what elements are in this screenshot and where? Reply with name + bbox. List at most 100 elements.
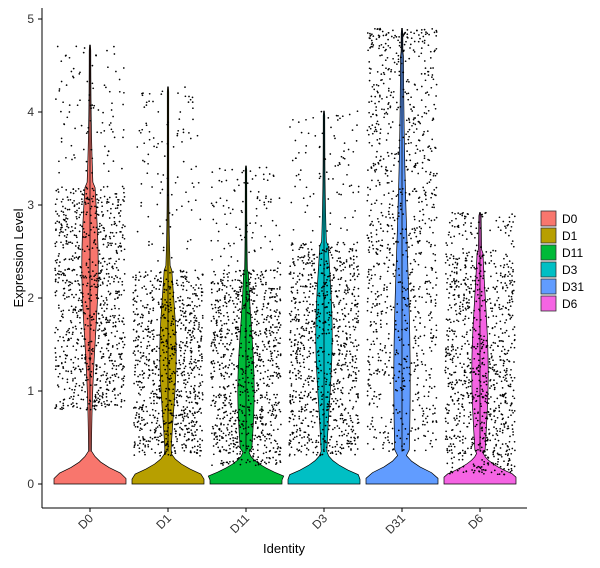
jitter-point [354, 385, 356, 388]
jitter-point [323, 274, 326, 276]
jitter-point [194, 269, 197, 272]
jitter-point [328, 415, 331, 417]
jitter-point [369, 348, 371, 351]
jitter-point [90, 148, 93, 151]
jitter-point [265, 329, 268, 332]
jitter-point [380, 43, 383, 46]
jitter-point [176, 324, 179, 327]
jitter-point [277, 428, 279, 431]
jitter-point [67, 337, 70, 340]
jitter-point [226, 342, 228, 345]
jitter-point [86, 284, 88, 287]
jitter-point [318, 253, 321, 255]
jitter-point [173, 345, 176, 348]
jitter-point [387, 337, 390, 340]
jitter-point [77, 358, 80, 360]
jitter-point [246, 230, 248, 233]
jitter-point [213, 438, 216, 440]
jitter-point [186, 381, 189, 384]
jitter-point [113, 387, 116, 390]
jitter-point [118, 78, 121, 81]
jitter-point [189, 329, 192, 332]
jitter-point [156, 364, 158, 367]
jitter-point [259, 330, 261, 332]
jitter-point [305, 329, 308, 332]
jitter-point [414, 439, 416, 441]
jitter-point [160, 375, 163, 377]
jitter-point [86, 307, 89, 310]
jitter-point [239, 384, 242, 386]
jitter-point [138, 416, 140, 419]
jitter-point [327, 391, 329, 393]
jitter-point [249, 276, 252, 279]
jitter-point [429, 346, 431, 349]
jitter-point [354, 355, 357, 357]
jitter-point [185, 391, 188, 393]
jitter-point [183, 449, 186, 452]
jitter-point [162, 420, 165, 422]
jitter-point [185, 191, 187, 194]
jitter-point [111, 276, 113, 278]
jitter-point [414, 123, 417, 126]
jitter-point [261, 406, 263, 408]
jitter-point [402, 388, 405, 391]
jitter-point [88, 276, 91, 279]
jitter-point [405, 329, 408, 332]
jitter-point [196, 411, 199, 414]
jitter-point [424, 67, 427, 69]
jitter-point [421, 363, 424, 366]
jitter-point [406, 322, 409, 325]
jitter-point [307, 255, 310, 257]
jitter-point [264, 396, 266, 399]
jitter-point [321, 398, 323, 401]
jitter-point [142, 314, 144, 317]
jitter-point [278, 234, 281, 237]
jitter-point [297, 313, 300, 316]
jitter-point [401, 187, 404, 190]
jitter-point [174, 351, 176, 354]
jitter-point [143, 362, 146, 365]
jitter-point [299, 336, 302, 339]
jitter-point [368, 111, 370, 114]
jitter-point [389, 105, 392, 108]
jitter-point [104, 363, 106, 365]
jitter-point [261, 313, 264, 316]
jitter-point [176, 370, 178, 373]
jitter-point [143, 276, 146, 279]
jitter-point [298, 441, 301, 444]
jitter-point [82, 51, 85, 54]
jitter-point [159, 379, 161, 382]
jitter-point [150, 402, 153, 405]
jitter-point [74, 252, 77, 254]
jitter-point [104, 302, 106, 304]
jitter-point [184, 329, 187, 331]
jitter-point [380, 73, 383, 75]
jitter-point [235, 379, 238, 382]
jitter-point [57, 385, 60, 388]
jitter-point [110, 207, 112, 210]
jitter-point [81, 301, 83, 303]
jitter-point [320, 403, 323, 405]
jitter-point [400, 208, 402, 211]
jitter-point [381, 214, 384, 217]
jitter-point [350, 309, 352, 312]
jitter-point [406, 297, 409, 300]
jitter-point [367, 169, 369, 171]
jitter-point [349, 333, 352, 336]
jitter-point [235, 427, 238, 430]
jitter-point [80, 266, 82, 269]
jitter-point [200, 353, 203, 355]
jitter-point [248, 312, 251, 315]
jitter-point [186, 431, 189, 434]
jitter-point [105, 347, 108, 350]
jitter-point [123, 191, 125, 194]
jitter-point [274, 269, 276, 272]
jitter-point [370, 423, 372, 425]
jitter-point [421, 167, 424, 170]
jitter-point [353, 262, 355, 264]
jitter-point [111, 102, 113, 105]
jitter-point [93, 104, 96, 107]
jitter-point [214, 432, 217, 434]
jitter-point [121, 236, 124, 239]
jitter-point [257, 388, 260, 390]
